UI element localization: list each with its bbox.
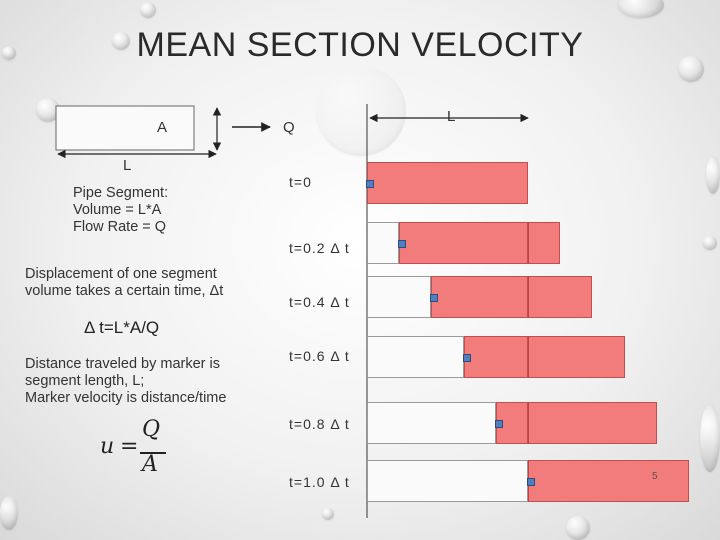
following-fluid	[528, 460, 689, 502]
pipe-segment-box	[55, 105, 195, 151]
time-label-1: t=0.2 Δ t	[289, 240, 350, 256]
slide-number: 5	[652, 471, 658, 482]
following-fluid	[528, 336, 625, 378]
fluid-marker-icon	[463, 354, 471, 362]
formula-denominator: A	[142, 452, 158, 477]
fluid-segment	[367, 162, 528, 204]
pipe-empty-section	[367, 276, 431, 318]
fluid-segment	[431, 276, 528, 318]
slide-title: MEAN SECTION VELOCITY	[136, 26, 584, 64]
pipe-empty-section	[367, 222, 399, 264]
fluid-marker-icon	[495, 420, 503, 428]
time-label-2: t=0.4 Δ t	[289, 294, 350, 310]
following-fluid	[528, 276, 592, 318]
following-fluid	[528, 222, 560, 264]
distance-text: Distance traveled by marker is segment l…	[25, 356, 227, 406]
time-label-5: t=1.0 Δ t	[289, 474, 350, 490]
fluid-marker-icon	[430, 294, 438, 302]
time-label-3: t=0.6 Δ t	[289, 348, 350, 364]
delta-t-formula: Δ t=L*A/Q	[84, 318, 160, 337]
displacement-text: Displacement of one segment volume takes…	[25, 266, 224, 299]
flow-label: Q	[283, 119, 295, 136]
pipe-description: Pipe Segment: Volume = L*A Flow Rate = Q	[73, 185, 169, 235]
area-label: A	[157, 119, 168, 136]
fluid-segment	[399, 222, 528, 264]
formula-numerator: Q	[142, 417, 161, 442]
formula-equals: =	[120, 434, 139, 459]
diagram-length-label: L	[447, 108, 456, 125]
pipe-length-label: L	[123, 157, 132, 174]
fluid-marker-icon	[398, 240, 406, 248]
fluid-marker-icon	[527, 478, 535, 486]
pipe-empty-section	[367, 460, 528, 502]
formula-lhs: u	[100, 434, 115, 459]
time-label-0: t=0	[289, 174, 312, 190]
following-fluid	[528, 402, 657, 444]
fluid-segment	[464, 336, 528, 378]
pipe-empty-section	[367, 402, 496, 444]
time-label-4: t=0.8 Δ t	[289, 416, 350, 432]
pipe-empty-section	[367, 336, 464, 378]
fraction-bar	[140, 452, 166, 454]
fluid-marker-icon	[366, 180, 374, 188]
